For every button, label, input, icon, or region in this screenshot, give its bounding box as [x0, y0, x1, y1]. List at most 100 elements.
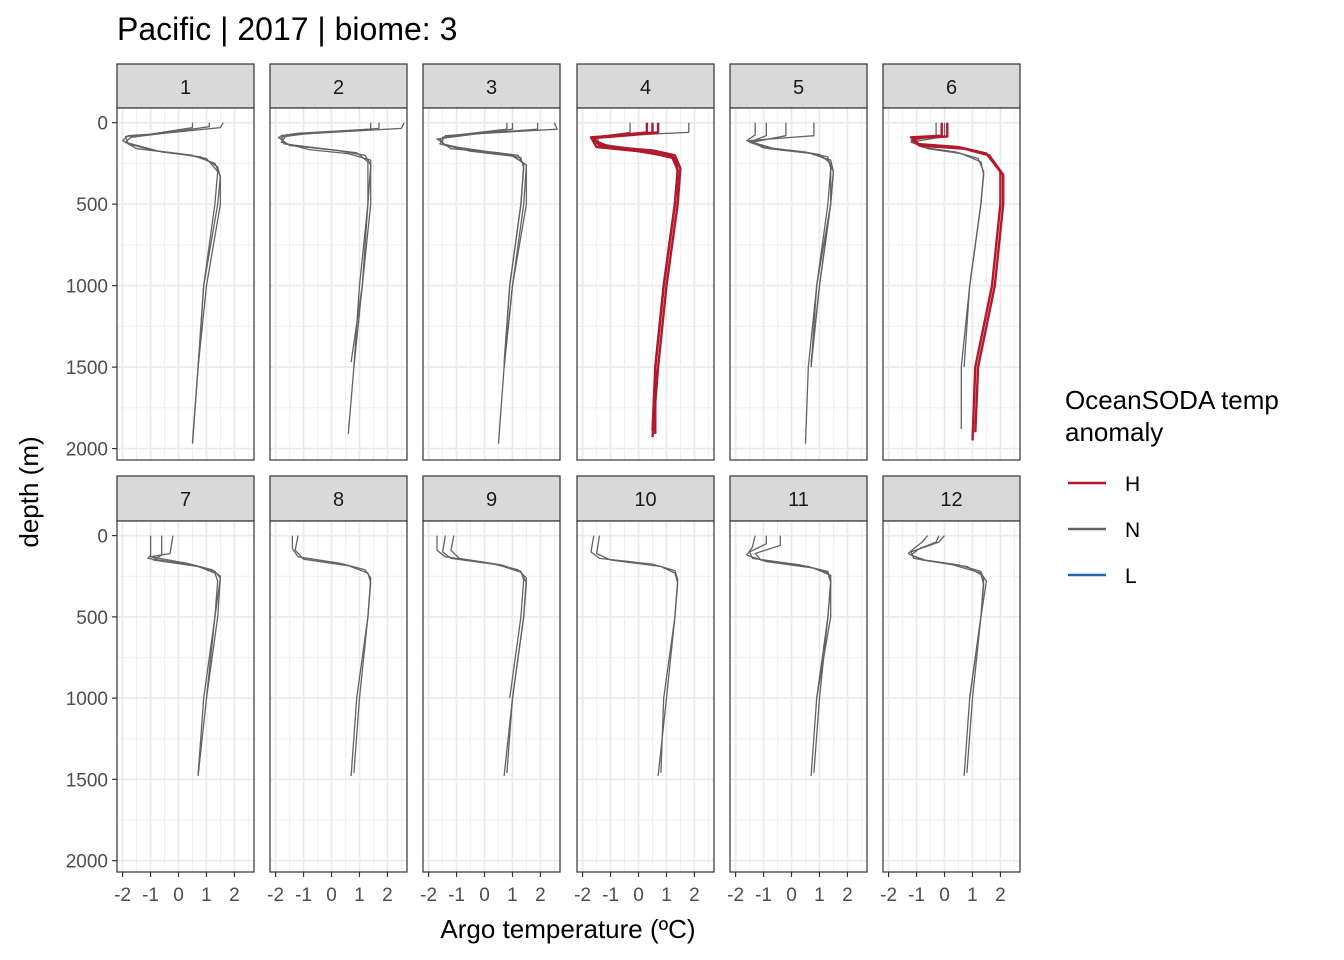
y-tick-label: 0: [97, 114, 108, 135]
facet-panel-5: 5: [729, 63, 868, 461]
facet-strip-label: 9: [486, 489, 497, 511]
y-tick-label: 2000: [66, 440, 108, 461]
facet-panel-12: 12-2 -1 0 1 2: [880, 475, 1021, 906]
legend-label-n: N: [1125, 519, 1140, 542]
y-axis-title: depth (m): [14, 436, 44, 547]
panel-background: [423, 521, 560, 872]
facet-strip: [422, 63, 561, 109]
y-tick-label: 0: [97, 527, 108, 548]
x-tick-label: 1: [814, 885, 825, 906]
facet-strip-label: 11: [788, 489, 809, 511]
facet-panel-11: 11 -2 -1 0 1 2: [727, 475, 868, 906]
x-tick-label: -2: [267, 885, 284, 906]
panel-border: [116, 107, 255, 461]
x-tick-label: -2: [727, 885, 744, 906]
profile-line-n: [294, 535, 372, 773]
facet-panel-2: 2: [269, 63, 408, 461]
profile-line-n: [746, 122, 832, 444]
y-tick-label: 1000: [66, 277, 108, 298]
x-tick-label: 2: [995, 885, 1006, 906]
panel-border: [269, 107, 408, 461]
y-tick-label: 1500: [66, 358, 108, 379]
x-tick-label: -1: [908, 885, 925, 906]
facet-strip-label: 2: [333, 77, 344, 99]
panel-background: [730, 108, 867, 460]
profile-line-h: [589, 122, 679, 434]
profile-line-n: [751, 122, 832, 368]
legend-title-line-2: anomaly: [1065, 417, 1163, 447]
facet-strip: [882, 475, 1021, 522]
facet-strip-label: 7: [180, 489, 191, 511]
facet-strip-label: 5: [793, 77, 804, 99]
panel-background: [577, 521, 714, 872]
chart-title: Pacific | 2017 | biome: 3: [117, 11, 457, 47]
x-tick-label: 1: [507, 885, 518, 906]
x-tick-label: 1: [354, 885, 365, 906]
panel-border: [729, 520, 868, 873]
facet-strip: [269, 475, 408, 522]
panel-background: [883, 108, 1020, 460]
x-tick-label: 0: [173, 885, 184, 906]
panel-background: [423, 108, 560, 460]
facet-strip-label: 12: [940, 489, 962, 511]
facet-strip: [116, 63, 255, 109]
facet-strip-label: 6: [946, 77, 957, 99]
legend-title-line-1: OceanSODA temp: [1065, 385, 1279, 415]
panel-background: [270, 108, 407, 460]
profile-line-n: [124, 122, 224, 368]
panel-border: [729, 107, 868, 461]
y-tick-label: 1000: [66, 689, 108, 710]
profile-line-n: [748, 122, 835, 368]
x-tick-label: 1: [661, 885, 672, 906]
facet-strip: [576, 63, 715, 109]
legend-label-h: H: [1125, 473, 1140, 496]
panel-border: [422, 520, 561, 873]
legend: OceanSODA temp anomaly HNL: [1065, 385, 1279, 588]
profile-line-n: [907, 535, 985, 699]
panel-background: [117, 521, 254, 872]
profile-line-n: [439, 122, 558, 368]
panel-border: [882, 520, 1021, 873]
x-tick-label: 1: [201, 885, 212, 906]
facet-strip-label: 1: [180, 77, 191, 99]
x-tick-label: -1: [755, 885, 772, 906]
panel-border: [269, 520, 408, 873]
facet-panel-1: 1 0 500 1000 1500 2000: [66, 63, 255, 461]
profile-line-n: [595, 535, 679, 773]
x-tick-label: -2: [420, 885, 437, 906]
profile-line-h: [912, 122, 1005, 433]
profile-line-n: [590, 535, 679, 777]
y-tick-label: 500: [76, 608, 108, 629]
profile-line-n: [450, 535, 525, 699]
panel-border: [576, 107, 715, 461]
x-tick-label: 0: [479, 885, 490, 906]
facet-strip: [729, 475, 868, 522]
x-tick-label: -2: [880, 885, 897, 906]
facet-strip: [882, 63, 1021, 109]
y-tick-label: 500: [76, 195, 108, 216]
legend-label-l: L: [1125, 565, 1137, 588]
x-tick-label: -1: [142, 885, 159, 906]
facet-strip: [116, 475, 255, 522]
x-tick-label: 1: [967, 885, 978, 906]
facet-panel-8: 8 -2 -1 0 1 2: [267, 475, 408, 906]
panel-border: [116, 520, 255, 873]
facet-strip: [269, 63, 408, 109]
profile-line-n: [149, 535, 222, 699]
profile-line-n: [910, 122, 985, 368]
facet-strip-label: 3: [486, 77, 497, 99]
x-tick-label: 0: [939, 885, 950, 906]
x-tick-label: 2: [842, 885, 853, 906]
facet-strip-label: 10: [634, 489, 656, 511]
panel-background: [730, 521, 867, 872]
panel-border: [576, 520, 715, 873]
x-tick-label: 0: [786, 885, 797, 906]
x-tick-label: 2: [382, 885, 393, 906]
x-tick-label: -1: [295, 885, 312, 906]
x-tick-label: -2: [574, 885, 591, 906]
profile-line-n: [152, 535, 219, 775]
x-axis-title: Argo temperature (ºC): [440, 914, 695, 944]
